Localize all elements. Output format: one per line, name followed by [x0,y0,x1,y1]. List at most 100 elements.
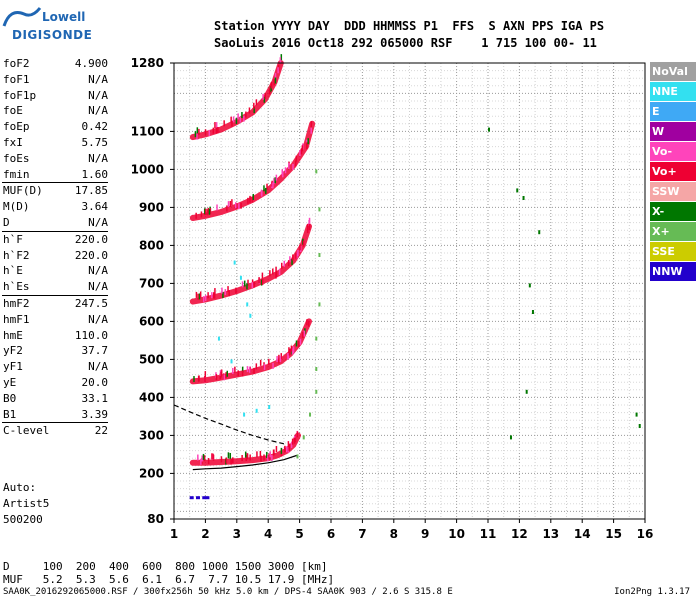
x-tick-label: 13 [542,527,559,541]
trace-point [204,294,207,301]
trace-point [291,348,294,355]
trace-point [525,389,528,394]
trace-point [243,115,245,122]
param-row: yE 20.0 [0,375,112,391]
trace-point [299,338,302,345]
trace-point [241,370,244,377]
trace-point [220,456,223,463]
distance-row: D 100 200 400 600 800 1000 1500 3000 [km… [3,560,328,573]
param-name: C-level [3,424,50,438]
trace-point [194,131,197,138]
trace-point [258,277,260,284]
trace-point [295,252,297,259]
profile-line-dashed [173,404,285,445]
trace-point [239,116,242,123]
trace-point [528,283,531,288]
param-name: foF1 [3,72,30,86]
trace-point [237,113,239,120]
param-row: MUF(D) 17.85 [0,183,112,199]
trace-point [276,356,278,363]
param-value: N/A [88,264,108,278]
trace-point [241,281,244,288]
legend-item-e: E [650,102,696,121]
trace-point [229,452,232,459]
trace-point [234,366,236,373]
trace-point [272,362,274,369]
trace-point [216,204,218,211]
param-name: foEs [3,151,30,165]
trace-point [251,282,254,289]
trace-point [292,163,294,170]
legend-item-x-: X+ [650,222,696,241]
trace-point [200,211,203,218]
trace-point [279,57,282,64]
trace-point [296,252,298,259]
param-row: hmF2 247.5 [0,296,112,312]
trace-point [260,455,262,462]
y-tick-label: 1280 [131,56,164,70]
trace-3 [189,120,316,221]
param-value: 33.1 [81,391,109,405]
trace-point [295,155,298,162]
param-name: foF1p [3,88,37,102]
trace-point [288,349,291,356]
parameter-panel: foF2 4.900 foF1 N/A foF1p N/A foE N/A foEp 0.42 fx… [0,56,112,439]
trace-point [240,202,242,209]
trace-point [212,127,215,134]
trace-point [292,254,294,261]
x-tick-label: 15 [605,527,622,541]
trace-point [275,272,277,279]
trace-point [263,363,266,370]
trace-point [223,120,225,127]
legend: NoVal NNE E W Vo- Vo+ SSW X- X+ SSE NNW [650,62,696,282]
trace-point [205,208,207,215]
trace-point [290,441,293,448]
trace-point [196,127,199,134]
trace-point [273,178,275,185]
param-separator [2,230,108,232]
trace-point [268,405,271,409]
trace-point [248,107,251,114]
param-row: foF2 4.900 [0,56,112,72]
param-row: C-level 22 [0,423,112,439]
trace-5 [296,169,321,459]
param-name: yE [3,375,17,389]
trace-point [202,496,207,500]
param-row: B0 33.1 [0,391,112,407]
trace-point [247,279,249,286]
trace-point [193,376,195,383]
trace-point [292,346,295,353]
trace-point [288,163,290,170]
trace-point [315,169,318,174]
trace-point [204,208,206,215]
trace-point [287,260,290,267]
trace-point [272,182,274,189]
trace-point [211,453,213,460]
trace-point [215,122,218,129]
auto-version: 500200 [3,513,43,526]
param-name: yF1 [3,360,23,374]
trace-point [214,122,216,129]
param-row: B1 3.39 [0,407,112,423]
trace-point [246,283,248,290]
trace-point [231,199,233,206]
trace-point [273,79,275,86]
param-value: 3.64 [81,200,109,214]
trace-point [266,451,268,458]
y-tick-label: 300 [139,428,164,442]
trace-point [509,435,512,440]
trace-point [241,454,243,461]
y-tick-label: 900 [139,200,164,214]
trace-point [189,496,194,500]
trace-point [274,73,277,80]
param-separator [2,182,108,184]
y-tick-label: 1100 [131,124,164,138]
trace-point [241,366,244,373]
param-row: M(D) 3.64 [0,199,112,215]
trace-point [195,496,200,500]
trace-point [241,112,243,119]
trace-point [249,454,251,461]
trace-point [274,77,277,84]
param-name: h`E [3,264,23,278]
